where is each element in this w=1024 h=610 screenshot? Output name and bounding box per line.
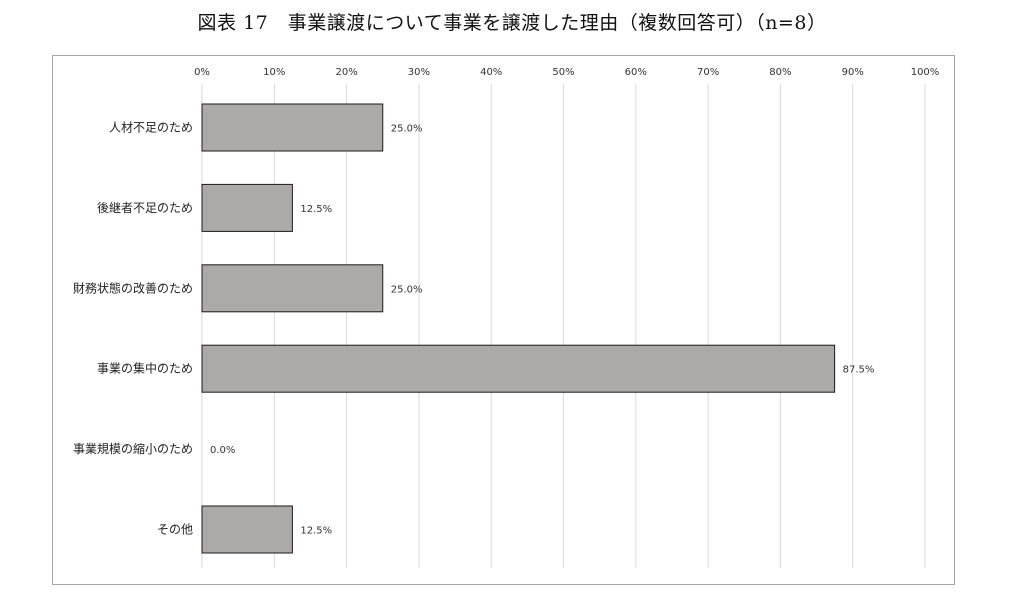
x-tick-label: 80%	[769, 67, 791, 78]
category-label: その他	[157, 523, 193, 537]
data-label: 25.0%	[391, 284, 423, 295]
x-tick-label: 20%	[335, 67, 357, 78]
bar	[201, 183, 293, 232]
bar	[201, 344, 836, 393]
category-label: 後継者不足のため	[97, 200, 193, 215]
x-tick-label: 100%	[911, 67, 940, 78]
x-tick-label: 0%	[194, 67, 210, 78]
figure-title: 図表 17 事業譲渡について事業を譲渡した理由（複数回答可）（n=8）	[197, 12, 827, 34]
x-tick-label: 60%	[625, 67, 647, 78]
data-label: 0.0%	[210, 445, 235, 456]
x-tick-label: 50%	[552, 67, 574, 78]
data-label: 12.5%	[300, 526, 332, 537]
data-label: 25.0%	[391, 124, 423, 135]
x-tick-label: 30%	[408, 67, 430, 78]
x-tick-label: 70%	[697, 67, 719, 78]
data-label: 87.5%	[843, 365, 875, 376]
category-label: 人材不足のため	[109, 121, 193, 135]
bar	[201, 505, 293, 554]
x-tick-label: 40%	[480, 67, 502, 78]
category-label: 事業の集中のため	[97, 361, 193, 376]
x-tick-label: 10%	[263, 67, 285, 78]
bar	[201, 264, 384, 313]
category-label: 事業規模の縮小のため	[73, 441, 193, 456]
data-label: 12.5%	[300, 204, 332, 215]
x-tick-label: 90%	[842, 67, 864, 78]
category-label: 財務状態の改善のため	[73, 280, 193, 295]
bar	[201, 103, 384, 152]
